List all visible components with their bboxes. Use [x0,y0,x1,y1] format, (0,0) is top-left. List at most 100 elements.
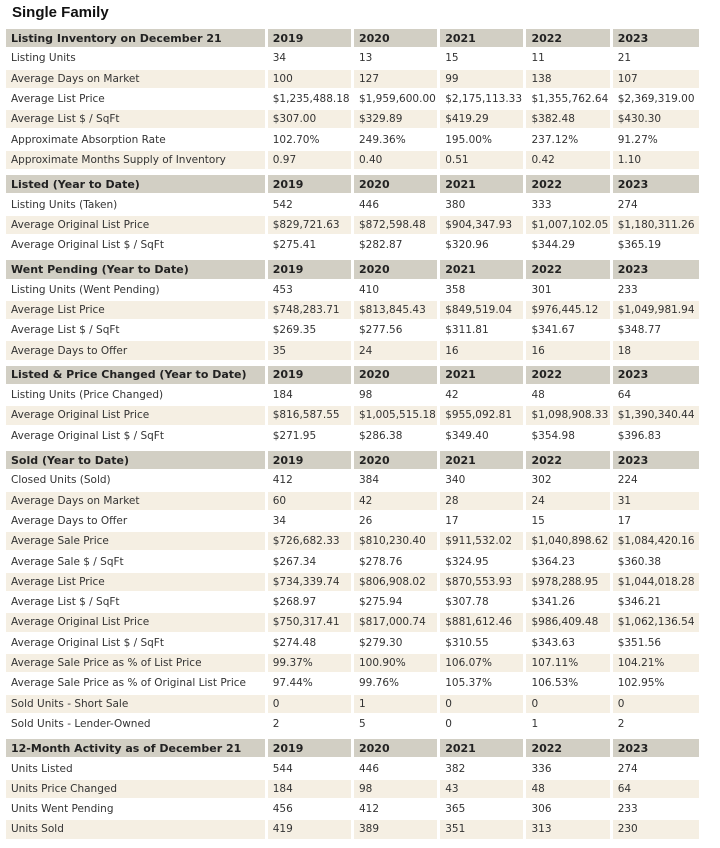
row-label: Average List $ / SqFt [6,321,268,342]
row-label: Units Went Pending [6,799,268,821]
year-header: 2021 [440,365,527,387]
value-cell: 100.90% [353,653,441,675]
value-cell: 98 [353,386,441,407]
value-cell: $1,084,420.16 [612,532,699,553]
year-header: 2019 [267,29,354,50]
table-row: Average Days to Offer 35 24 16 16 18 [6,341,699,362]
table-row: Average List Price $748,283.71 $813,845.43… [6,300,699,322]
year-header: 2023 [612,365,699,387]
value-cell: 336 [526,759,613,780]
table-row: Units Went Pending 456 412 365 306 233 [6,799,699,821]
value-cell: $286.38 [353,426,441,447]
value-cell: 456 [267,799,354,821]
value-cell: 301 [526,280,613,301]
value-cell: 302 [526,471,613,492]
value-cell: 419 [267,820,354,841]
value-cell: $750,317.41 [267,613,354,634]
value-cell: 15 [440,49,527,70]
value-cell: 21 [612,49,699,70]
value-cell: $1,235,488.18 [267,89,354,111]
value-cell: $351.56 [612,633,699,654]
table-row: Listing Units (Taken) 542 446 380 333 274 [6,195,699,216]
value-cell: $282.87 [353,235,441,257]
year-header: 2022 [526,260,613,281]
table-row: Average List $ / SqFt $307.00 $329.89 $419.… [6,110,699,131]
value-cell: 0.97 [267,150,354,172]
value-cell: 48 [526,386,613,407]
row-label: Average List Price [6,572,268,594]
year-header: 2023 [612,260,699,281]
value-cell: 184 [267,779,354,800]
value-cell: 0 [612,694,699,715]
value-cell: $341.67 [526,321,613,342]
value-cell: 127 [353,69,441,90]
section-spacer-cell [6,256,699,261]
value-cell: $1,040,898.62 [526,532,613,553]
value-cell: 306 [526,799,613,821]
value-cell: 98 [353,779,441,800]
value-cell: 106.53% [526,674,613,695]
value-cell: 13 [353,49,441,70]
value-cell: 184 [267,386,354,407]
value-cell: 107 [612,69,699,90]
year-header: 2020 [353,365,441,387]
row-label: Average List $ / SqFt [6,593,268,614]
section-spacer [6,735,699,740]
value-cell: $275.94 [353,593,441,614]
section-header-row: Listed & Price Changed (Year to Date) 201… [6,365,699,387]
value-cell: 18 [612,341,699,362]
value-cell: 1.10 [612,150,699,172]
year-header: 2023 [612,450,699,472]
value-cell: $911,532.02 [440,532,527,553]
value-cell: 410 [353,280,441,301]
value-cell: $1,180,311.26 [612,215,699,236]
year-header: 2023 [612,175,699,196]
section-heading: Listed & Price Changed (Year to Date) [6,365,268,387]
table-row: Average Days to Offer 34 26 17 15 17 [6,511,699,533]
value-cell: 15 [526,511,613,533]
year-header: 2021 [440,29,527,50]
year-header: 2019 [267,739,354,760]
value-cell: $881,612.46 [440,613,527,634]
page-title: Single Family [12,4,109,21]
value-cell: 365 [440,799,527,821]
section-header-row: Listing Inventory on December 21 2019 2020… [6,29,699,50]
value-cell: $849,519.04 [440,300,527,322]
value-cell: 446 [353,195,441,216]
section-heading: Went Pending (Year to Date) [6,260,268,281]
section-spacer [6,171,699,176]
value-cell: $1,390,340.44 [612,406,699,427]
year-header: 2020 [353,450,441,472]
value-cell: 380 [440,195,527,216]
row-label: Average Original List $ / SqFt [6,426,268,447]
value-cell: 0 [440,694,527,715]
value-cell: 24 [526,491,613,512]
value-cell: $346.21 [612,593,699,614]
value-cell: 0 [267,694,354,715]
value-cell: 26 [353,511,441,533]
value-cell: 64 [612,386,699,407]
section-heading: Listed (Year to Date) [6,175,268,196]
value-cell: 102.70% [267,130,354,151]
table-row: Listing Units (Went Pending) 453 410 358 301… [6,280,699,301]
row-label: Average Original List Price [6,215,268,236]
row-label: Listing Units [6,49,268,70]
value-cell: 5 [353,714,441,736]
row-label: Average Days to Offer [6,341,268,362]
row-label: Listing Units (Taken) [6,195,268,216]
value-cell: 230 [612,820,699,841]
value-cell: $817,000.74 [353,613,441,634]
table-row: Average Original List $ / SqFt $275.41 $28… [6,235,699,257]
value-cell: 99.37% [267,653,354,675]
value-cell: 382 [440,759,527,780]
value-cell: 274 [612,759,699,780]
value-cell: 249.36% [353,130,441,151]
value-cell: $275.41 [267,235,354,257]
table-row: Closed Units (Sold) 412 384 340 302 224 [6,471,699,492]
section-header-row: Listed (Year to Date) 2019 2020 2021 2022 202… [6,175,699,196]
value-cell: $978,288.95 [526,572,613,594]
row-label: Listing Units (Price Changed) [6,386,268,407]
value-cell: 384 [353,471,441,492]
value-cell: $813,845.43 [353,300,441,322]
table-row: Average Original List Price $816,587.55 $1… [6,406,699,427]
